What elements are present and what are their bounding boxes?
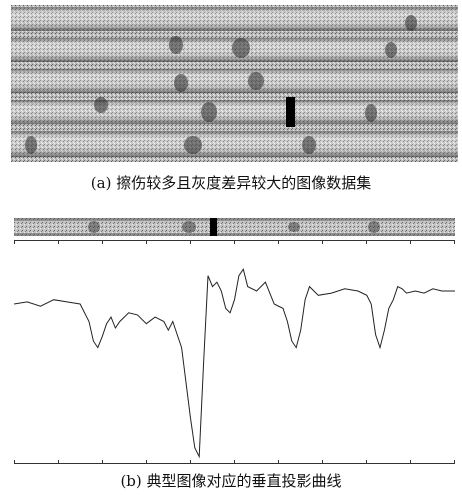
scratch-marks (25, 15, 417, 154)
strip-joint-gap (210, 218, 217, 236)
joint-gap (286, 97, 295, 127)
projection-curve (14, 267, 455, 459)
plot-axes (14, 240, 455, 464)
typical-image-strip (14, 218, 455, 236)
caption-a: (a) 擦伤较多且灰度差异较大的图像数据集 (90, 174, 372, 192)
caption-b: (b) 典型图像对应的垂直投影曲线 (120, 472, 342, 490)
dataset-image (11, 5, 458, 162)
rail-strips (11, 7, 458, 157)
projection-curve-plot (14, 240, 455, 464)
